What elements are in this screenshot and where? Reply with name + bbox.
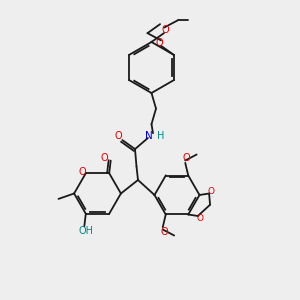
Text: O: O — [162, 25, 170, 35]
Text: O: O — [100, 153, 108, 163]
Text: O: O — [183, 153, 190, 163]
Text: O: O — [208, 187, 215, 196]
Text: O: O — [156, 38, 163, 48]
Text: O: O — [79, 167, 87, 177]
Text: H: H — [157, 130, 164, 141]
Text: O: O — [197, 214, 204, 223]
Text: OH: OH — [78, 226, 93, 236]
Text: O: O — [114, 131, 122, 141]
Text: N: N — [145, 130, 153, 141]
Text: O: O — [160, 227, 168, 237]
